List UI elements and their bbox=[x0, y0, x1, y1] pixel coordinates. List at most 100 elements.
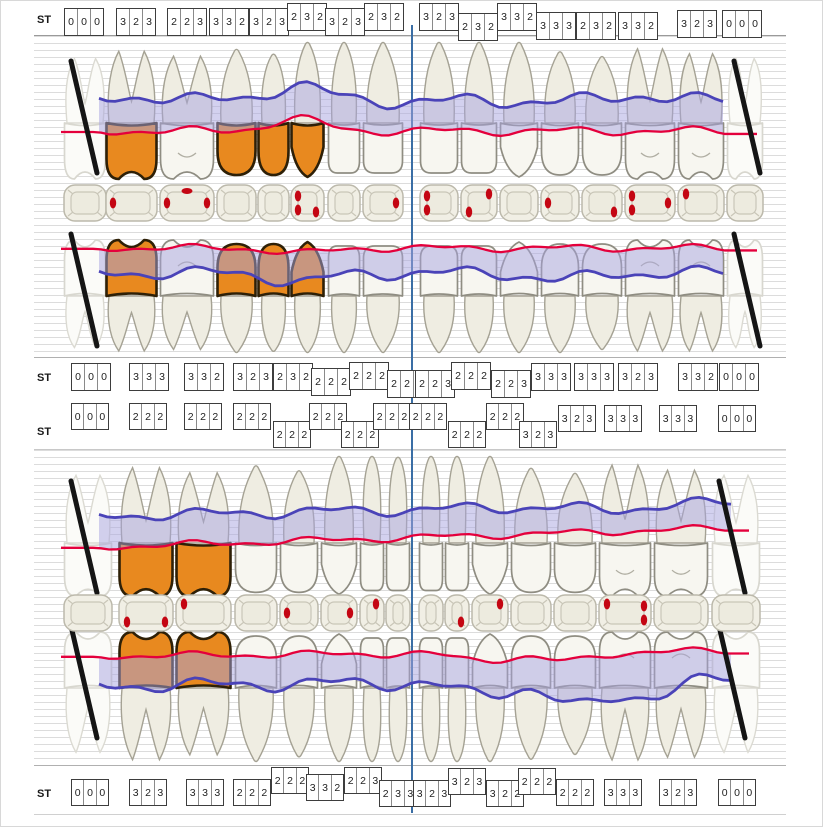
probing-depth-value[interactable]: 3 bbox=[392, 781, 405, 806]
probing-depth-value[interactable]: 0 bbox=[731, 406, 744, 431]
probing-depth-value[interactable]: 0 bbox=[94, 16, 100, 28]
probing-depth-value[interactable]: 3 bbox=[632, 412, 639, 425]
tooth-occlusal-upper-7[interactable] bbox=[327, 184, 361, 222]
probing-depth-value[interactable]: 2 bbox=[388, 371, 401, 397]
probing-depth-value[interactable]: 2 bbox=[263, 9, 276, 35]
probing-depth-value[interactable]: 0 bbox=[84, 404, 97, 429]
probing-depth-value[interactable]: 3 bbox=[187, 780, 200, 805]
probing-depth-value[interactable]: 3 bbox=[146, 16, 152, 28]
tooth-occlusal-upper-16[interactable] bbox=[726, 184, 764, 222]
probing-depth-value[interactable]: 2 bbox=[437, 410, 444, 423]
probing-depth-value[interactable]: 3 bbox=[441, 787, 448, 800]
probing-depth-value[interactable]: 2 bbox=[272, 768, 285, 793]
probing-depth-value[interactable]: 2 bbox=[284, 768, 297, 793]
probing-depth-value[interactable]: 3 bbox=[198, 364, 211, 390]
probing-depth-value[interactable]: 2 bbox=[433, 4, 446, 30]
probing-depth-value[interactable]: 3 bbox=[414, 781, 427, 806]
tooth-occlusal-upper-3[interactable] bbox=[159, 184, 215, 222]
probing-depth-value[interactable]: 3 bbox=[605, 780, 618, 805]
tooth-maxillary-buccal-12[interactable] bbox=[540, 51, 580, 176]
probing-depth-value[interactable]: 3 bbox=[619, 13, 632, 39]
probing-depth-value[interactable]: 3 bbox=[319, 775, 332, 800]
probing-depth-value[interactable]: 3 bbox=[561, 371, 567, 383]
probing-depth-value[interactable]: 3 bbox=[214, 786, 221, 799]
tooth-occlusal-lower-9[interactable] bbox=[418, 594, 444, 632]
probing-depth-value[interactable]: 2 bbox=[261, 786, 268, 799]
probing-depth-value[interactable]: 2 bbox=[386, 404, 399, 429]
probing-depth-value[interactable]: 3 bbox=[575, 364, 588, 390]
probing-depth-value[interactable]: 3 bbox=[617, 780, 630, 805]
probing-depth-value[interactable]: 3 bbox=[660, 780, 673, 805]
probing-depth-value[interactable]: 2 bbox=[341, 376, 347, 388]
probing-depth-value[interactable]: 3 bbox=[378, 4, 391, 30]
tooth-occlusal-lower-14[interactable] bbox=[598, 594, 652, 632]
probing-depth-value[interactable]: 2 bbox=[505, 371, 518, 397]
tooth-occlusal-lower-5[interactable] bbox=[279, 594, 319, 632]
probing-depth-value[interactable]: 3 bbox=[307, 775, 320, 800]
probing-depth-value[interactable]: 2 bbox=[354, 422, 367, 447]
probing-depth-value[interactable]: 0 bbox=[99, 410, 106, 423]
probing-depth-value[interactable]: 2 bbox=[274, 364, 287, 390]
probing-depth-value[interactable]: 3 bbox=[287, 364, 300, 390]
probing-depth-value[interactable]: 2 bbox=[557, 780, 570, 805]
probing-depth-value[interactable]: 0 bbox=[733, 364, 746, 390]
probing-depth-value[interactable]: 0 bbox=[746, 786, 753, 799]
probing-depth-value[interactable]: 2 bbox=[345, 768, 358, 793]
probing-depth-value[interactable]: 2 bbox=[571, 406, 584, 431]
probing-depth-value[interactable]: 2 bbox=[247, 364, 260, 390]
probing-depth-value[interactable]: 3 bbox=[117, 9, 130, 35]
tooth-occlusal-lower-7[interactable] bbox=[359, 594, 385, 632]
probing-depth-value[interactable]: 3 bbox=[707, 18, 713, 30]
probing-depth-value[interactable]: 2 bbox=[142, 404, 155, 429]
probing-depth-value[interactable]: 3 bbox=[678, 11, 691, 37]
probing-depth-value[interactable]: 2 bbox=[606, 20, 612, 32]
probing-depth-value[interactable]: 2 bbox=[286, 422, 299, 447]
probing-depth-value[interactable]: 2 bbox=[310, 404, 323, 429]
tooth-occlusal-upper-15[interactable] bbox=[677, 184, 725, 222]
probing-depth-value[interactable]: 3 bbox=[372, 774, 379, 787]
tooth-occlusal-upper-5[interactable] bbox=[257, 184, 290, 222]
probing-depth-value[interactable]: 2 bbox=[632, 364, 645, 390]
probing-depth-value[interactable]: 3 bbox=[472, 14, 485, 40]
probing-depth-value[interactable]: 2 bbox=[499, 404, 512, 429]
probing-depth-value[interactable]: 2 bbox=[416, 371, 429, 397]
tooth-mandibular-buccal-2[interactable] bbox=[118, 630, 174, 762]
probing-depth-value[interactable]: 3 bbox=[234, 364, 247, 390]
probing-depth-value[interactable]: 2 bbox=[481, 370, 487, 382]
probing-depth-value[interactable]: 3 bbox=[537, 13, 550, 39]
probing-depth-value[interactable]: 2 bbox=[401, 371, 414, 397]
probing-depth-value[interactable]: 2 bbox=[410, 404, 423, 429]
probing-depth-value[interactable]: 2 bbox=[214, 371, 220, 383]
probing-depth-value[interactable]: 2 bbox=[168, 9, 181, 35]
probing-depth-value[interactable]: 2 bbox=[337, 410, 344, 423]
probing-depth-value[interactable]: 3 bbox=[476, 775, 483, 788]
probing-depth-value[interactable]: 3 bbox=[487, 781, 500, 806]
probing-depth-value[interactable]: 0 bbox=[72, 364, 85, 390]
probing-depth-value[interactable]: 2 bbox=[181, 9, 194, 35]
tooth-mandibular-lingual-1[interactable] bbox=[63, 473, 113, 598]
probing-depth-value[interactable]: 2 bbox=[142, 780, 155, 805]
probing-depth-value[interactable]: 2 bbox=[380, 781, 393, 806]
probing-depth-value[interactable]: 2 bbox=[527, 11, 533, 23]
tooth-maxillary-buccal-11[interactable] bbox=[499, 41, 539, 178]
probing-depth-value[interactable]: 0 bbox=[65, 9, 78, 35]
probing-depth-value[interactable]: 0 bbox=[736, 11, 749, 37]
tooth-occlusal-upper-11[interactable] bbox=[499, 184, 539, 222]
probing-depth-value[interactable]: 2 bbox=[514, 410, 521, 423]
probing-depth-value[interactable]: 2 bbox=[672, 780, 685, 805]
probing-depth-value[interactable]: 0 bbox=[719, 406, 732, 431]
probing-depth-value[interactable]: 2 bbox=[476, 428, 483, 441]
probing-depth-value[interactable]: 2 bbox=[246, 780, 259, 805]
probing-depth-value[interactable]: 2 bbox=[449, 422, 462, 447]
probing-depth-value[interactable]: 2 bbox=[426, 781, 439, 806]
probing-depth-value[interactable]: 3 bbox=[547, 428, 554, 441]
probing-depth-value[interactable]: 3 bbox=[355, 16, 361, 28]
probing-depth-value[interactable]: 0 bbox=[752, 18, 758, 30]
probing-depth-value[interactable]: 2 bbox=[422, 404, 435, 429]
probing-depth-value[interactable]: 2 bbox=[499, 781, 512, 806]
tooth-occlusal-lower-11[interactable] bbox=[471, 594, 509, 632]
probing-depth-value[interactable]: 2 bbox=[452, 363, 465, 389]
probing-depth-value[interactable]: 2 bbox=[374, 404, 387, 429]
probing-depth-value[interactable]: 3 bbox=[185, 364, 198, 390]
probing-depth-value[interactable]: 3 bbox=[521, 378, 527, 390]
